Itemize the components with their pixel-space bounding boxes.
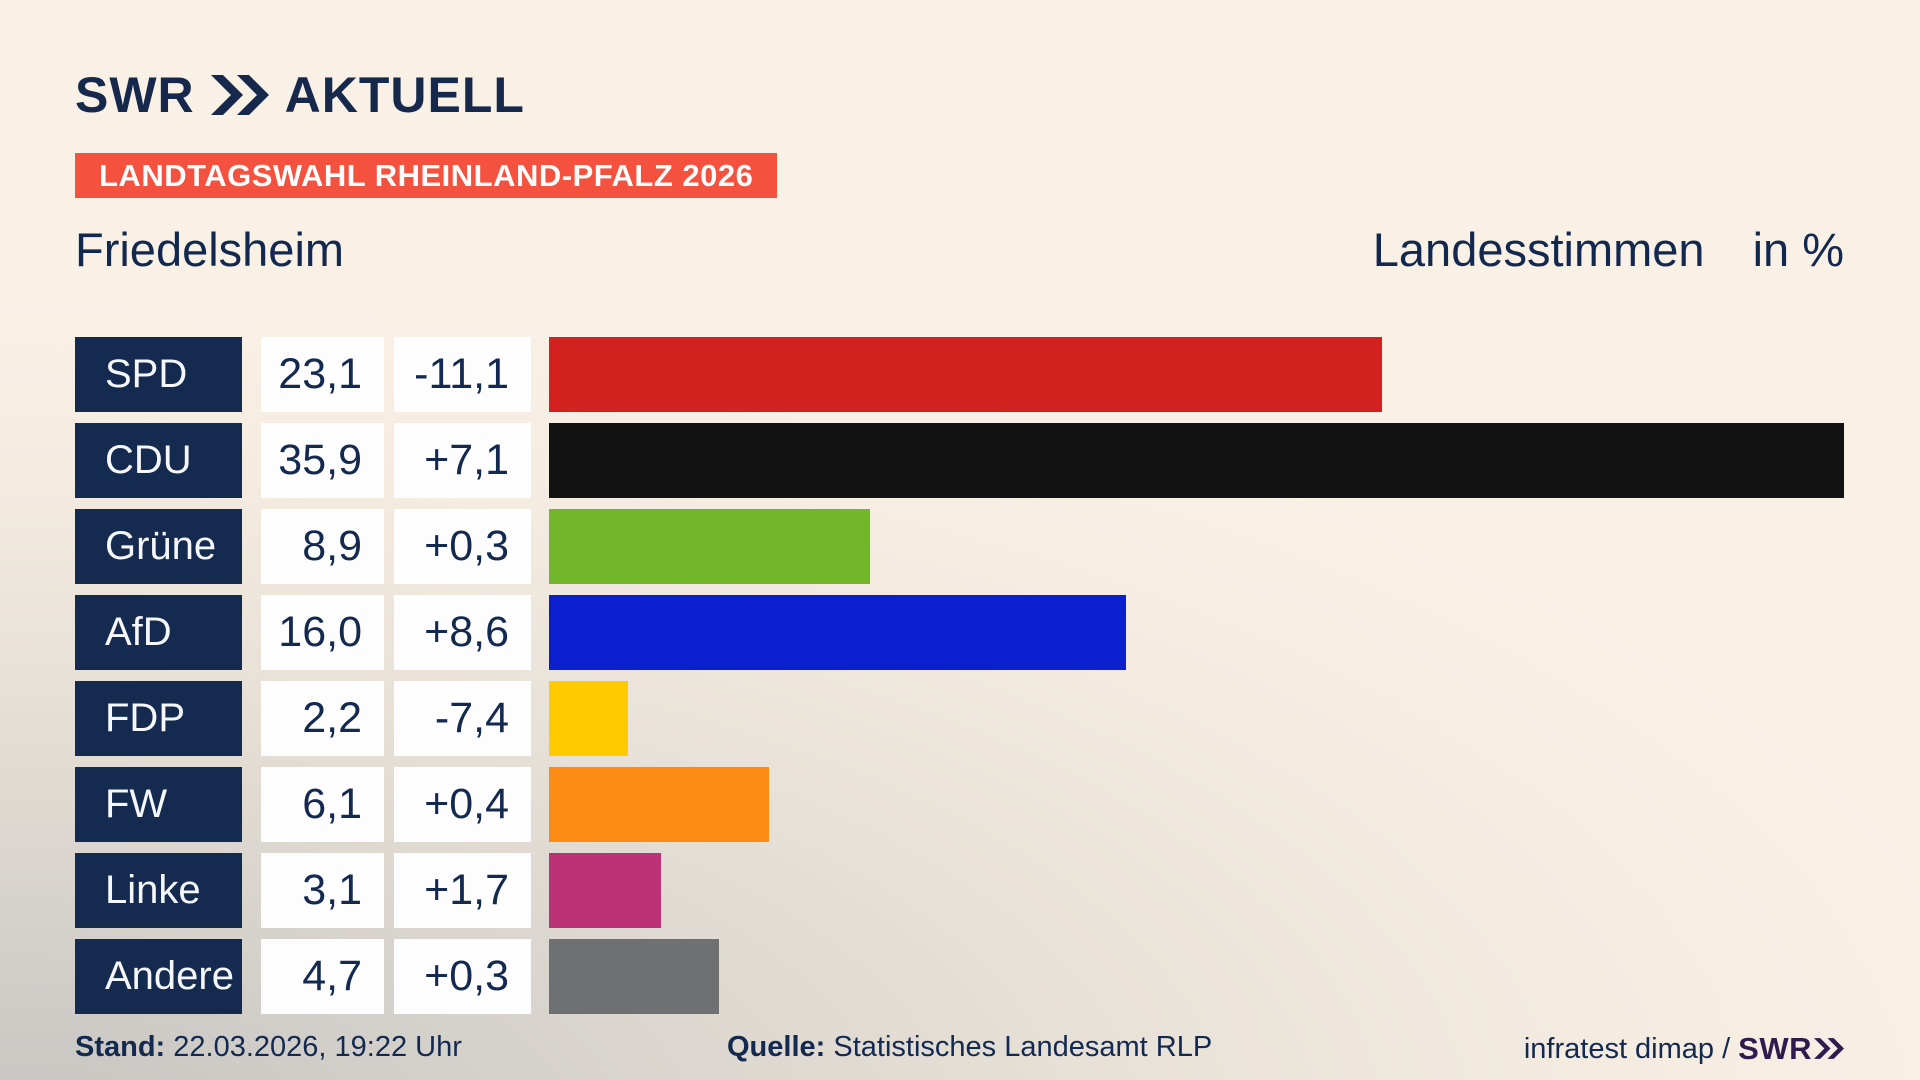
party-name: Grüne <box>75 509 242 584</box>
party-row-andere: Andere 4,7 +0,3 <box>75 939 1844 1014</box>
party-value: 4,7 <box>261 939 384 1014</box>
party-name: Andere <box>75 939 242 1014</box>
election-badge: LANDTAGSWAHL RHEINLAND-PFALZ 2026 <box>75 153 778 198</box>
unit-label: in % <box>1752 223 1844 276</box>
vote-type-label: Landesstimmen <box>1372 223 1705 276</box>
stand-label: Stand: <box>75 1031 166 1063</box>
party-name: CDU <box>75 423 242 498</box>
party-change: +0,4 <box>394 767 531 842</box>
party-value: 35,9 <box>261 423 384 498</box>
source-note: Quelle: Statistisches Landesamt RLP <box>727 1031 1212 1064</box>
credit-note: infratest dimap / SWR <box>1524 1031 1844 1067</box>
bar-track <box>549 939 1844 1014</box>
party-change: -11,1 <box>394 337 531 412</box>
party-value: 23,1 <box>261 337 384 412</box>
swr-brand-text: SWR <box>75 67 195 123</box>
result-bar <box>549 337 1383 412</box>
bar-track <box>549 509 1844 584</box>
party-row-gruene: Grüne 8,9 +0,3 <box>75 509 1844 584</box>
bar-track <box>549 337 1844 412</box>
double-chevron-icon <box>1814 1031 1844 1067</box>
party-name: AfD <box>75 595 242 670</box>
result-bar <box>549 853 661 928</box>
party-name: SPD <box>75 337 242 412</box>
vote-type-title: Landesstimmen in % <box>1373 222 1844 277</box>
credit-text: infratest dimap / <box>1523 1032 1731 1065</box>
result-bar <box>549 767 770 842</box>
party-value: 8,9 <box>261 509 384 584</box>
party-value: 2,2 <box>261 681 384 756</box>
swr-aktuell-logo: SWR AKTUELL <box>75 70 525 120</box>
party-row-fdp: FDP 2,2 -7,4 <box>75 681 1844 756</box>
party-change: +8,6 <box>394 595 531 670</box>
source-label: Quelle: <box>727 1031 826 1063</box>
result-bar <box>549 595 1127 670</box>
party-value: 16,0 <box>261 595 384 670</box>
bar-track <box>549 681 1844 756</box>
stand-value: 22.03.2026, 19:22 Uhr <box>173 1031 462 1063</box>
party-change: +7,1 <box>394 423 531 498</box>
party-change: +0,3 <box>394 939 531 1014</box>
bar-track <box>549 423 1844 498</box>
result-bar <box>549 509 871 584</box>
result-bar <box>549 939 719 1014</box>
double-chevron-icon <box>210 75 269 115</box>
party-change: +1,7 <box>394 853 531 928</box>
bar-track <box>549 767 1844 842</box>
municipality-title: Friedelsheim <box>75 223 345 276</box>
bar-track <box>549 595 1844 670</box>
bar-track <box>549 853 1844 928</box>
swr-footer-brand-text: SWR <box>1738 1031 1812 1066</box>
source-value: Statistisches Landesamt RLP <box>833 1031 1213 1063</box>
party-value: 6,1 <box>261 767 384 842</box>
party-name: FDP <box>75 681 242 756</box>
party-name: Linke <box>75 853 242 928</box>
party-row-afd: AfD 16,0 +8,6 <box>75 595 1844 670</box>
party-row-linke: Linke 3,1 +1,7 <box>75 853 1844 928</box>
party-change: +0,3 <box>394 509 531 584</box>
party-name: FW <box>75 767 242 842</box>
party-row-spd: SPD 23,1 -11,1 <box>75 337 1844 412</box>
swr-footer-logo: SWR <box>1738 1031 1844 1067</box>
party-change: -7,4 <box>394 681 531 756</box>
party-row-fw: FW 6,1 +0,4 <box>75 767 1844 842</box>
results-chart: SPD 23,1 -11,1 CDU 35,9 +7,1 Grüne 8,9 +… <box>75 337 1844 1014</box>
result-bar <box>549 423 1844 498</box>
party-value: 3,1 <box>261 853 384 928</box>
stand-timestamp: Stand: 22.03.2026, 19:22 Uhr <box>75 1031 462 1064</box>
party-row-cdu: CDU 35,9 +7,1 <box>75 423 1844 498</box>
result-bar <box>549 681 629 756</box>
aktuell-brand-text: AKTUELL <box>284 67 525 123</box>
